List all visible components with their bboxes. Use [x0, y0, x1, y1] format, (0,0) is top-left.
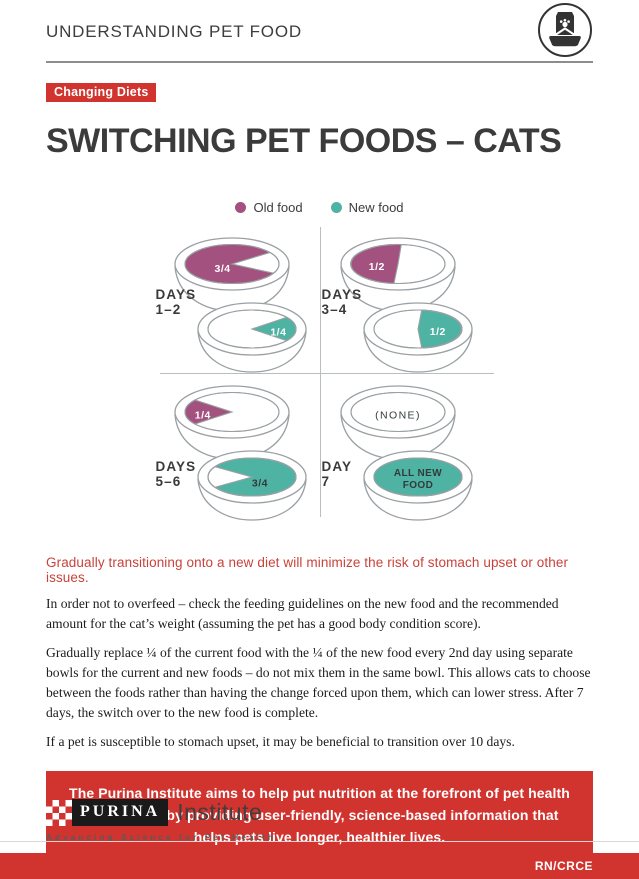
quadrant-day-7: DAY 7 (NONE) ALL NEW FOOD [320, 373, 486, 521]
svg-text:1/2: 1/2 [368, 261, 384, 273]
purina-checkerboard-icon [46, 799, 72, 826]
legend: Old food New food [46, 200, 593, 215]
legend-label-old: Old food [253, 199, 303, 215]
quadrant-days-3-4: DAYS 3–4 1/2 1/2 [320, 225, 486, 373]
svg-text:1/4: 1/4 [270, 326, 286, 338]
svg-text:ALL NEW: ALL NEW [393, 468, 441, 479]
pre-footer-divider [0, 841, 639, 842]
svg-text:3/4: 3/4 [251, 477, 267, 489]
category-badge: Changing Diets [46, 83, 157, 102]
paragraph-1: In order not to overfeed – check the fee… [46, 595, 559, 631]
bowls-illustration: 1/2 1/2 [339, 237, 473, 373]
transition-diagram: DAYS 1–2 3/4 1/4 DAYS 3–4 1/2 1/2 DAYS 5–6 1/… [154, 225, 494, 521]
svg-text:(NONE): (NONE) [375, 409, 421, 421]
svg-text:FOOD: FOOD [402, 480, 433, 491]
day-label: DAYS 5–6 [155, 458, 197, 490]
institute-wordmark: Institute [177, 799, 263, 825]
purina-institute-logo: PURINA Institute Advancing Science for P… [46, 799, 276, 842]
old-food-color-dot [235, 201, 247, 213]
bowls-illustration: 3/4 1/4 [173, 237, 307, 373]
svg-text:1/2: 1/2 [429, 326, 445, 338]
diagram-vertical-divider [319, 226, 321, 517]
bowls-illustration: 1/4 3/4 [173, 385, 307, 521]
page-title: SWITCHING PET FOODS – CATS [46, 122, 562, 160]
header: UNDERSTANDING PET FOOD [46, 0, 593, 58]
new-food-color-dot [330, 201, 342, 213]
quadrant-days-5-6: DAYS 5–6 1/4 3/4 [154, 373, 320, 521]
day-label: DAY 7 [321, 458, 353, 490]
paragraph-2: Gradually replace ¼ of the current food … [46, 644, 591, 720]
legend-label-new: New food [348, 199, 404, 215]
pet-food-bag-bowl-icon [538, 3, 592, 57]
day-label: DAYS 1–2 [155, 286, 197, 318]
legend-item-new-food: New food [330, 199, 404, 215]
footer-bar: RN/CRCE [0, 853, 639, 879]
legend-item-old-food: Old food [235, 199, 303, 215]
paragraph-3: If a pet is susceptible to stomach upset… [46, 733, 515, 749]
purina-wordmark: PURINA [72, 799, 169, 826]
logo-tagline: Advancing Science for Pet Health [46, 833, 276, 842]
diagram-horizontal-divider [159, 372, 494, 374]
svg-text:1/4: 1/4 [194, 409, 210, 421]
header-divider [46, 61, 593, 63]
day-label: DAYS 3–4 [321, 286, 363, 318]
svg-text:3/4: 3/4 [214, 263, 230, 275]
quadrant-days-1-2: DAYS 1–2 3/4 1/4 [154, 225, 320, 373]
lead-sentence: Gradually transitioning onto a new diet … [46, 554, 569, 585]
document-code: RN/CRCE [534, 859, 593, 873]
page-kicker: UNDERSTANDING PET FOOD [46, 22, 302, 41]
